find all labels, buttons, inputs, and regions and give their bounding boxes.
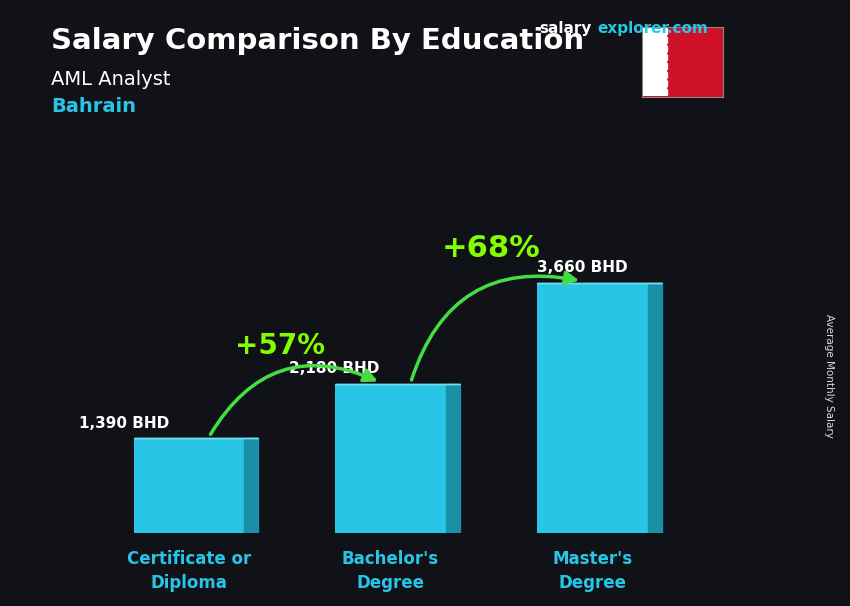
FancyBboxPatch shape bbox=[536, 282, 648, 533]
Bar bbox=[642, 27, 667, 97]
Text: 2,180 BHD: 2,180 BHD bbox=[289, 361, 379, 376]
Polygon shape bbox=[446, 384, 460, 533]
Text: explorer.com: explorer.com bbox=[598, 21, 708, 36]
Text: 1,390 BHD: 1,390 BHD bbox=[79, 416, 169, 430]
Polygon shape bbox=[244, 438, 258, 533]
FancyBboxPatch shape bbox=[133, 438, 244, 533]
FancyBboxPatch shape bbox=[335, 384, 446, 533]
Text: Salary Comparison By Education: Salary Comparison By Education bbox=[51, 27, 584, 55]
Polygon shape bbox=[648, 282, 661, 533]
Text: AML Analyst: AML Analyst bbox=[51, 70, 171, 88]
Text: +57%: +57% bbox=[235, 332, 325, 360]
Text: Bahrain: Bahrain bbox=[51, 97, 136, 116]
Text: 3,660 BHD: 3,660 BHD bbox=[536, 260, 627, 275]
Text: +68%: +68% bbox=[442, 234, 541, 263]
Text: salary: salary bbox=[540, 21, 592, 36]
Polygon shape bbox=[642, 27, 722, 97]
Text: Average Monthly Salary: Average Monthly Salary bbox=[824, 314, 834, 438]
